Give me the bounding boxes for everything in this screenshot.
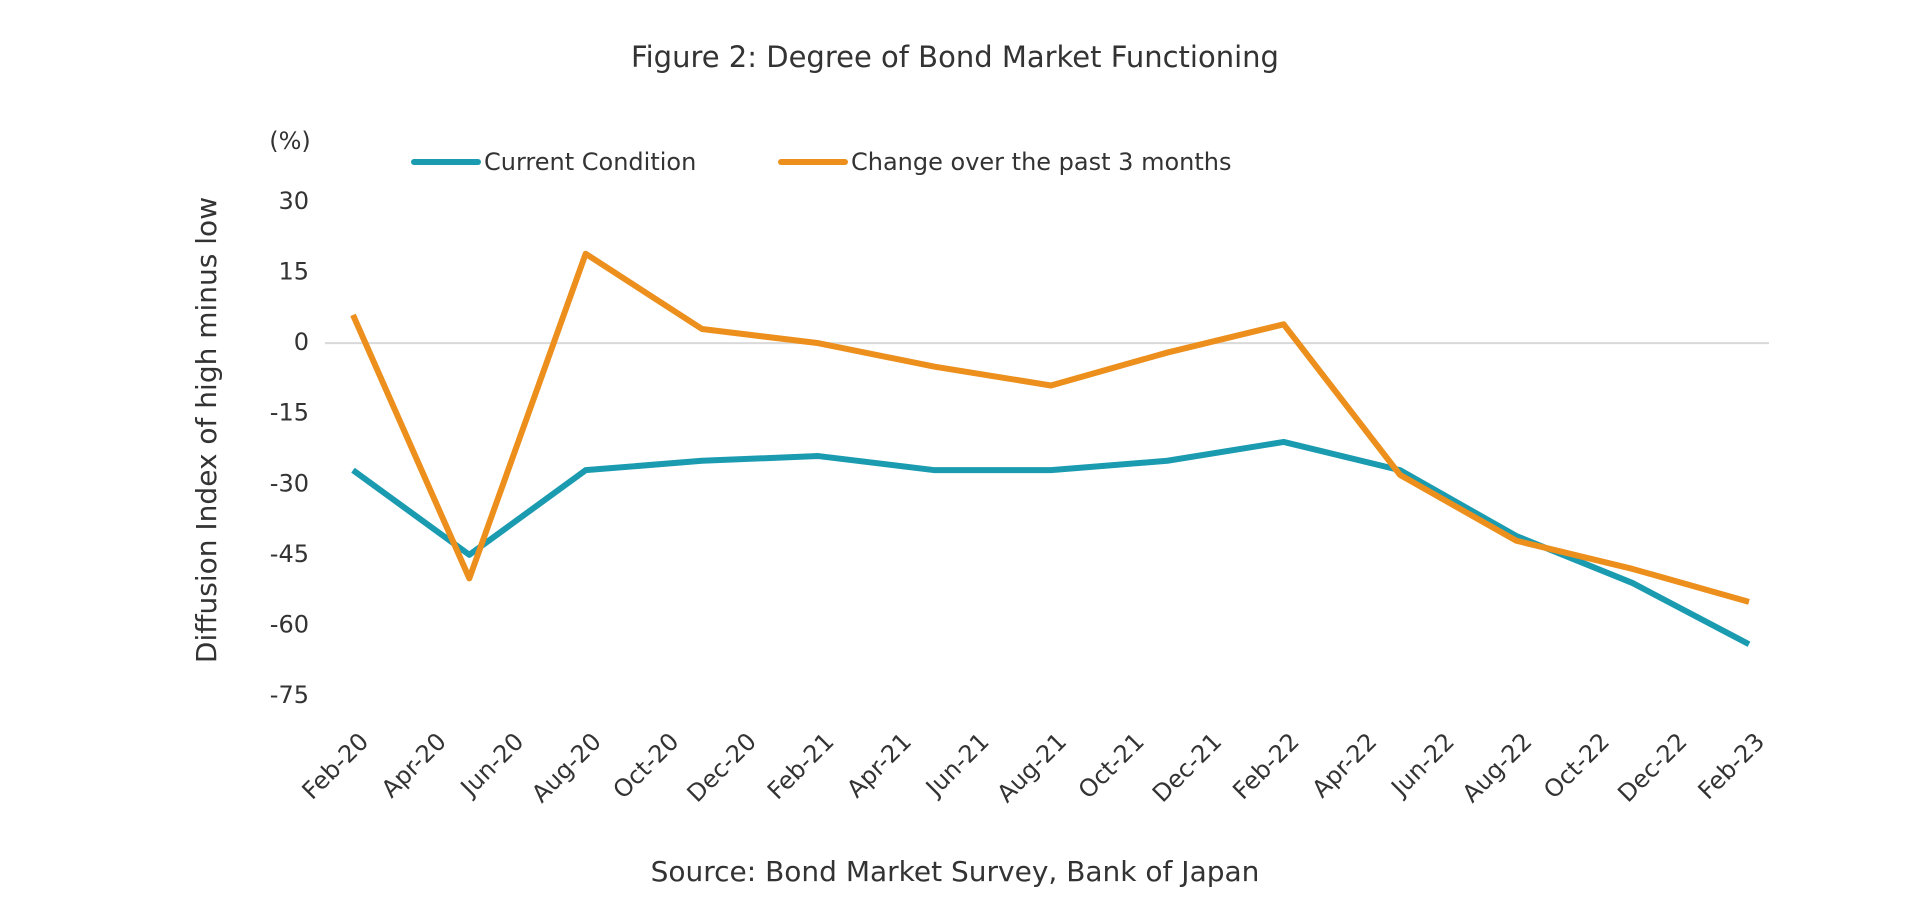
y-axis-label: Diffusion Index of high minus low <box>190 197 223 663</box>
x-tick-label: Feb-23 <box>1693 727 1771 805</box>
x-tick-label: Oct-22 <box>1538 727 1615 804</box>
x-tick-label: Dec-20 <box>682 727 762 807</box>
x-tick-label: Oct-21 <box>1073 727 1150 804</box>
x-tick-label: Aug-22 <box>1457 727 1538 808</box>
y-tick-label: 0 <box>294 328 309 356</box>
y-tick-label: -75 <box>270 681 309 709</box>
y-tick-label: 30 <box>278 187 309 215</box>
x-tick-label: Apr-21 <box>841 727 917 803</box>
y-tick-label: -15 <box>270 399 309 427</box>
x-tick-label: Jun-20 <box>454 727 529 802</box>
x-tick-label: Feb-21 <box>762 727 840 805</box>
x-tick-label: Oct-20 <box>608 727 685 804</box>
y-tick-label: -30 <box>270 469 309 497</box>
x-tick-label: Apr-22 <box>1307 727 1383 803</box>
series-line <box>351 438 1751 647</box>
source: Source: Bond Market Survey, Bank of Japa… <box>651 855 1260 888</box>
x-tick-label: Dec-22 <box>1612 727 1692 807</box>
x-tick-label: Feb-20 <box>297 727 375 805</box>
y-tick-label: 15 <box>278 258 309 286</box>
legend-label: Change over the past 3 months <box>851 148 1231 176</box>
x-tick-label: Feb-22 <box>1227 727 1305 805</box>
x-tick-label: Dec-21 <box>1147 727 1227 807</box>
y-unit: (%) <box>269 127 311 155</box>
x-tick-label: Jun-21 <box>919 727 994 802</box>
x-tick-label: Aug-20 <box>526 727 607 808</box>
legend-label: Current Condition <box>484 148 696 176</box>
series-line <box>350 250 1750 605</box>
x-tick-label: Jun-22 <box>1385 727 1460 802</box>
x-tick-label: Aug-21 <box>992 727 1073 808</box>
y-tick-label: -45 <box>270 540 309 568</box>
chart-title: Figure 2: Degree of Bond Market Function… <box>631 40 1279 74</box>
x-tick-label: Apr-20 <box>376 727 452 803</box>
y-tick-label: -60 <box>270 610 309 638</box>
